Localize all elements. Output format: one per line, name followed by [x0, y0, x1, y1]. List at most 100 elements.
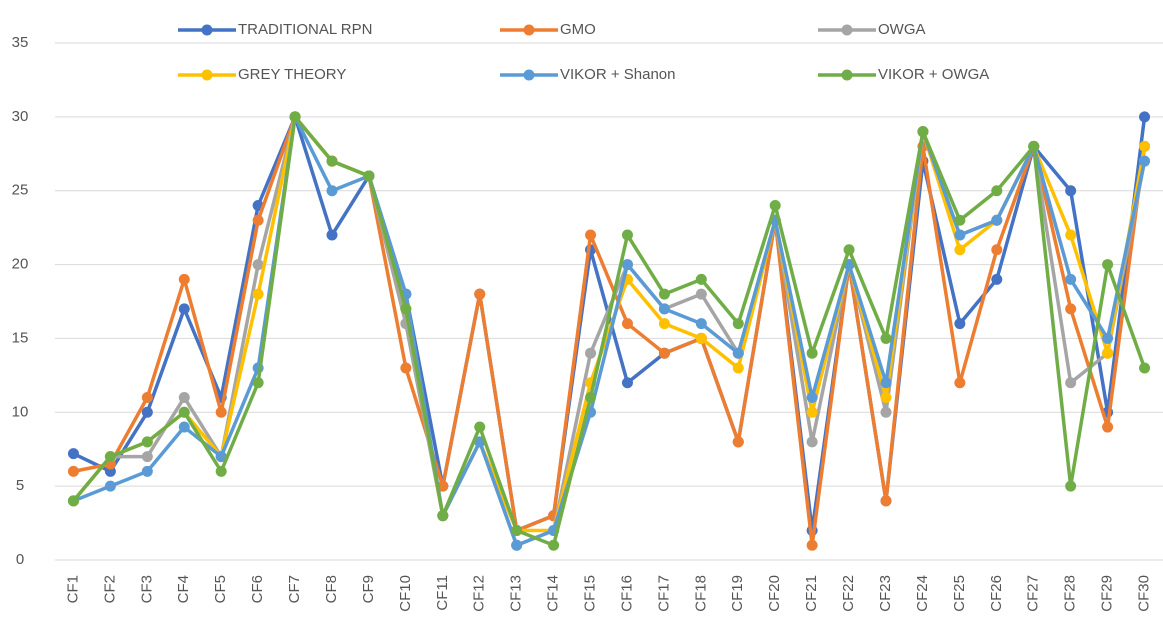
point	[954, 229, 966, 241]
legend-label: GREY THEORY	[238, 66, 346, 83]
point	[1139, 140, 1151, 152]
point	[67, 465, 79, 477]
point	[474, 421, 486, 433]
point	[511, 524, 523, 536]
point	[695, 288, 707, 300]
x-tick-label: CF28	[1062, 575, 1079, 612]
y-tick-label: 10	[12, 403, 29, 420]
point	[1065, 377, 1077, 389]
x-tick-label: CF15	[582, 575, 599, 612]
point	[880, 332, 892, 344]
point	[1102, 421, 1114, 433]
x-tick-label: CF5	[212, 575, 229, 603]
legend-label: GMO	[560, 21, 596, 38]
x-tick-label: CF8	[323, 575, 340, 603]
x-tick-label: CF26	[988, 575, 1005, 612]
point	[732, 436, 744, 448]
point	[695, 332, 707, 344]
point	[991, 273, 1003, 285]
point	[880, 377, 892, 389]
point	[658, 347, 670, 359]
point	[954, 318, 966, 330]
point	[806, 406, 818, 418]
point	[141, 465, 153, 477]
y-tick-label: 20	[12, 256, 29, 273]
point	[954, 377, 966, 389]
point	[991, 244, 1003, 256]
x-tick-label: CF21	[803, 575, 820, 612]
point	[1139, 362, 1151, 374]
point	[658, 303, 670, 315]
x-tick-label: CF9	[360, 575, 377, 603]
point	[621, 318, 633, 330]
point	[1065, 480, 1077, 492]
point	[585, 347, 597, 359]
x-tick-label: CF23	[877, 575, 894, 612]
point	[1028, 140, 1040, 152]
point	[252, 288, 264, 300]
point	[954, 244, 966, 256]
x-tick-label: CF30	[1136, 575, 1153, 612]
y-tick-label: 15	[12, 329, 29, 346]
point	[326, 229, 338, 241]
legend-marker	[841, 69, 853, 81]
point	[326, 185, 338, 197]
point	[585, 392, 597, 404]
legend-marker	[523, 69, 535, 81]
point	[178, 406, 190, 418]
x-tick-label: CF7	[286, 575, 303, 603]
point	[880, 495, 892, 507]
point	[141, 392, 153, 404]
x-tick-label: CF20	[766, 575, 783, 612]
legend-marker	[523, 24, 535, 36]
point	[695, 273, 707, 285]
y-tick-label: 25	[12, 182, 29, 199]
point	[400, 362, 412, 374]
point	[141, 436, 153, 448]
x-tick-label: CF22	[840, 575, 857, 612]
x-tick-label: CF19	[729, 575, 746, 612]
point	[1139, 155, 1151, 167]
x-tick-label: CF2	[101, 575, 118, 603]
x-tick-label: CF17	[655, 575, 672, 612]
x-tick-label: CF6	[249, 575, 266, 603]
point	[178, 421, 190, 433]
point	[400, 303, 412, 315]
point	[991, 185, 1003, 197]
point	[621, 259, 633, 271]
y-tick-label: 5	[16, 477, 24, 494]
legend-marker	[201, 69, 213, 81]
point	[1065, 229, 1077, 241]
x-tick-label: CF24	[914, 575, 931, 612]
point	[585, 229, 597, 241]
point	[658, 318, 670, 330]
point	[806, 392, 818, 404]
point	[695, 318, 707, 330]
point	[917, 126, 929, 138]
legend-label: TRADITIONAL RPN	[238, 21, 372, 38]
x-tick-label: CF3	[138, 575, 155, 603]
x-tick-label: CF27	[1025, 575, 1042, 612]
point	[326, 155, 338, 167]
x-tick-label: CF12	[471, 575, 488, 612]
x-tick-label: CF1	[64, 575, 81, 603]
point	[732, 347, 744, 359]
legend-label: VIKOR + OWGA	[878, 66, 989, 83]
point	[732, 362, 744, 374]
y-tick-label: 0	[16, 551, 24, 568]
y-tick-label: 35	[12, 34, 29, 51]
point	[215, 451, 227, 463]
y-tick-label: 30	[12, 108, 29, 125]
point	[141, 406, 153, 418]
x-tick-label: CF11	[434, 575, 451, 611]
series-line	[72, 115, 1147, 547]
point	[621, 229, 633, 241]
point	[67, 495, 79, 507]
point	[991, 214, 1003, 226]
point	[1102, 347, 1114, 359]
legend-label: OWGA	[878, 21, 926, 38]
series-line	[72, 115, 1147, 533]
point	[511, 539, 523, 551]
point	[732, 318, 744, 330]
